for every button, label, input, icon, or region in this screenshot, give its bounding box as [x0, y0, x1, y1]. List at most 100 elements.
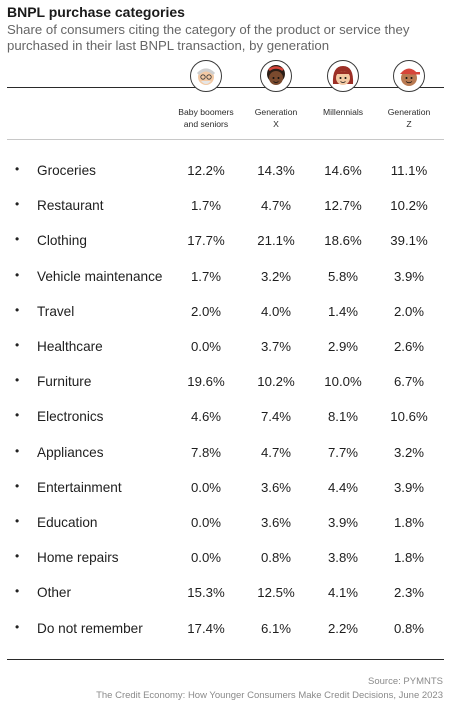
column-header: Baby boomers and seniors	[171, 106, 241, 130]
person-gen-z-icon	[393, 60, 425, 92]
table-cell: 0.0%	[190, 339, 222, 354]
table-cell: 6.7%	[393, 374, 425, 390]
elderly-person-icon	[190, 60, 222, 92]
table-cell: 2.2%	[327, 620, 359, 636]
table-cell: 2.6%	[393, 339, 425, 354]
table-cell: 3.9%	[393, 268, 425, 284]
table-cell: 2.9%	[327, 339, 359, 354]
table-cell: 3.7%	[260, 339, 292, 354]
table-cell: 10.2%	[390, 198, 428, 214]
table-cell: 10.6%	[390, 409, 428, 425]
bullet-icon: •	[15, 267, 20, 282]
table-cell: 12.2%	[187, 163, 225, 178]
table-cell: 1.7%	[190, 268, 222, 284]
table-cell: 1.8%	[393, 515, 425, 530]
column-header: Generation X	[241, 106, 311, 130]
table-cell: 12.5%	[257, 585, 295, 601]
table-cell: 4.6%	[190, 409, 222, 425]
footer-note: The Credit Economy: How Younger Consumer…	[96, 690, 443, 701]
table-cell: 18.6%	[324, 233, 362, 249]
table-cell: 14.6%	[324, 163, 362, 178]
row-category: Other	[37, 585, 71, 601]
bullet-icon: •	[15, 162, 20, 176]
bullet-icon: •	[15, 338, 20, 352]
table-cell: 5.8%	[327, 268, 359, 284]
table-cell: 2.0%	[190, 303, 222, 319]
table-cell: 7.7%	[327, 444, 359, 460]
source-note: Source: PYMNTS	[368, 676, 443, 687]
table-cell: 11.1%	[390, 163, 428, 178]
row-category: Electronics	[37, 409, 104, 425]
table-row: • Travel 2.0% 4.0% 1.4% 2.0%	[0, 294, 450, 329]
row-category: Do not remember	[37, 620, 143, 636]
column-header-line: X	[273, 119, 279, 129]
bullet-icon: •	[15, 478, 20, 493]
table-cell: 7.8%	[190, 444, 222, 460]
row-category: Groceries	[37, 163, 96, 178]
table-cell: 1.7%	[190, 198, 222, 214]
table-cell: 6.1%	[260, 620, 292, 636]
table-cell: 1.8%	[393, 550, 425, 566]
column-header-line: Generation	[387, 107, 431, 117]
table-row: • Healthcare 0.0% 3.7% 2.9% 2.6%	[0, 329, 450, 364]
row-category: Restaurant	[37, 198, 104, 214]
bullet-icon: •	[15, 514, 20, 528]
column-header: Millennials	[308, 106, 378, 118]
row-category: Appliances	[37, 444, 104, 460]
bullet-icon: •	[15, 408, 20, 423]
table-cell: 0.8%	[260, 550, 292, 566]
column-header: Generation Z	[374, 106, 444, 130]
table-cell: 19.6%	[187, 374, 225, 390]
column-header-line: Z	[406, 119, 412, 129]
table-cell: 15.3%	[187, 585, 225, 601]
column-header-line: Millennials	[322, 107, 364, 117]
table-row: • Groceries 12.2% 14.3% 14.6% 11.1%	[0, 153, 450, 188]
table-cell: 0.0%	[190, 550, 222, 566]
table-row: • Entertainment 0.0% 3.6% 4.4% 3.9%	[0, 470, 450, 505]
table-cell: 39.1%	[390, 233, 428, 249]
row-category: Travel	[37, 303, 75, 319]
table-row: • Other 15.3% 12.5% 4.1% 2.3%	[0, 575, 450, 610]
table-row: • Home repairs 0.0% 0.8% 3.8% 1.8%	[0, 540, 450, 575]
bullet-icon: •	[15, 584, 20, 599]
table-row: • Electronics 4.6% 7.4% 8.1% 10.6%	[0, 399, 450, 434]
table-row: • Do not remember 17.4% 6.1% 2.2% 0.8%	[0, 611, 450, 646]
bullet-icon: •	[15, 443, 20, 458]
column-header-line: Baby boomers	[178, 107, 234, 117]
table-cell: 4.1%	[327, 585, 359, 601]
bullet-icon: •	[15, 373, 20, 388]
table-cell: 7.4%	[260, 409, 292, 425]
bullet-icon: •	[15, 619, 20, 634]
row-category: Entertainment	[37, 479, 122, 495]
table-cell: 2.0%	[393, 303, 425, 319]
chart-title: BNPL purchase categories	[7, 4, 185, 20]
table-cell: 8.1%	[327, 409, 359, 425]
row-category: Home repairs	[37, 550, 119, 566]
row-category: Healthcare	[37, 339, 103, 354]
table-cell: 2.3%	[393, 585, 425, 601]
row-category: Clothing	[37, 233, 87, 249]
table-cell: 21.1%	[257, 233, 295, 249]
woman-millennial-icon	[327, 60, 359, 92]
table-cell: 17.7%	[187, 233, 225, 249]
table-cell: 14.3%	[257, 163, 295, 178]
table-cell: 17.4%	[187, 620, 225, 636]
row-category: Vehicle maintenance	[37, 268, 163, 284]
table-cell: 3.9%	[327, 515, 359, 530]
table-cell: 3.8%	[327, 550, 359, 566]
table-cell: 0.0%	[190, 479, 222, 495]
top-rule	[7, 87, 444, 88]
table-cell: 0.8%	[393, 620, 425, 636]
table-cell: 3.2%	[260, 268, 292, 284]
table-cell: 12.7%	[324, 198, 362, 214]
column-header-line: and seniors	[183, 119, 229, 129]
table-cell: 3.6%	[260, 479, 292, 495]
table-row: • Vehicle maintenance 1.7% 3.2% 5.8% 3.9%	[0, 259, 450, 294]
bullet-icon: •	[15, 549, 20, 564]
table-row: • Restaurant 1.7% 4.7% 12.7% 10.2%	[0, 188, 450, 223]
table-cell: 4.0%	[260, 303, 292, 319]
column-header-line: Generation	[254, 107, 298, 117]
bullet-icon: •	[15, 232, 20, 247]
table-cell: 3.2%	[393, 444, 425, 460]
table-cell: 4.4%	[327, 479, 359, 495]
